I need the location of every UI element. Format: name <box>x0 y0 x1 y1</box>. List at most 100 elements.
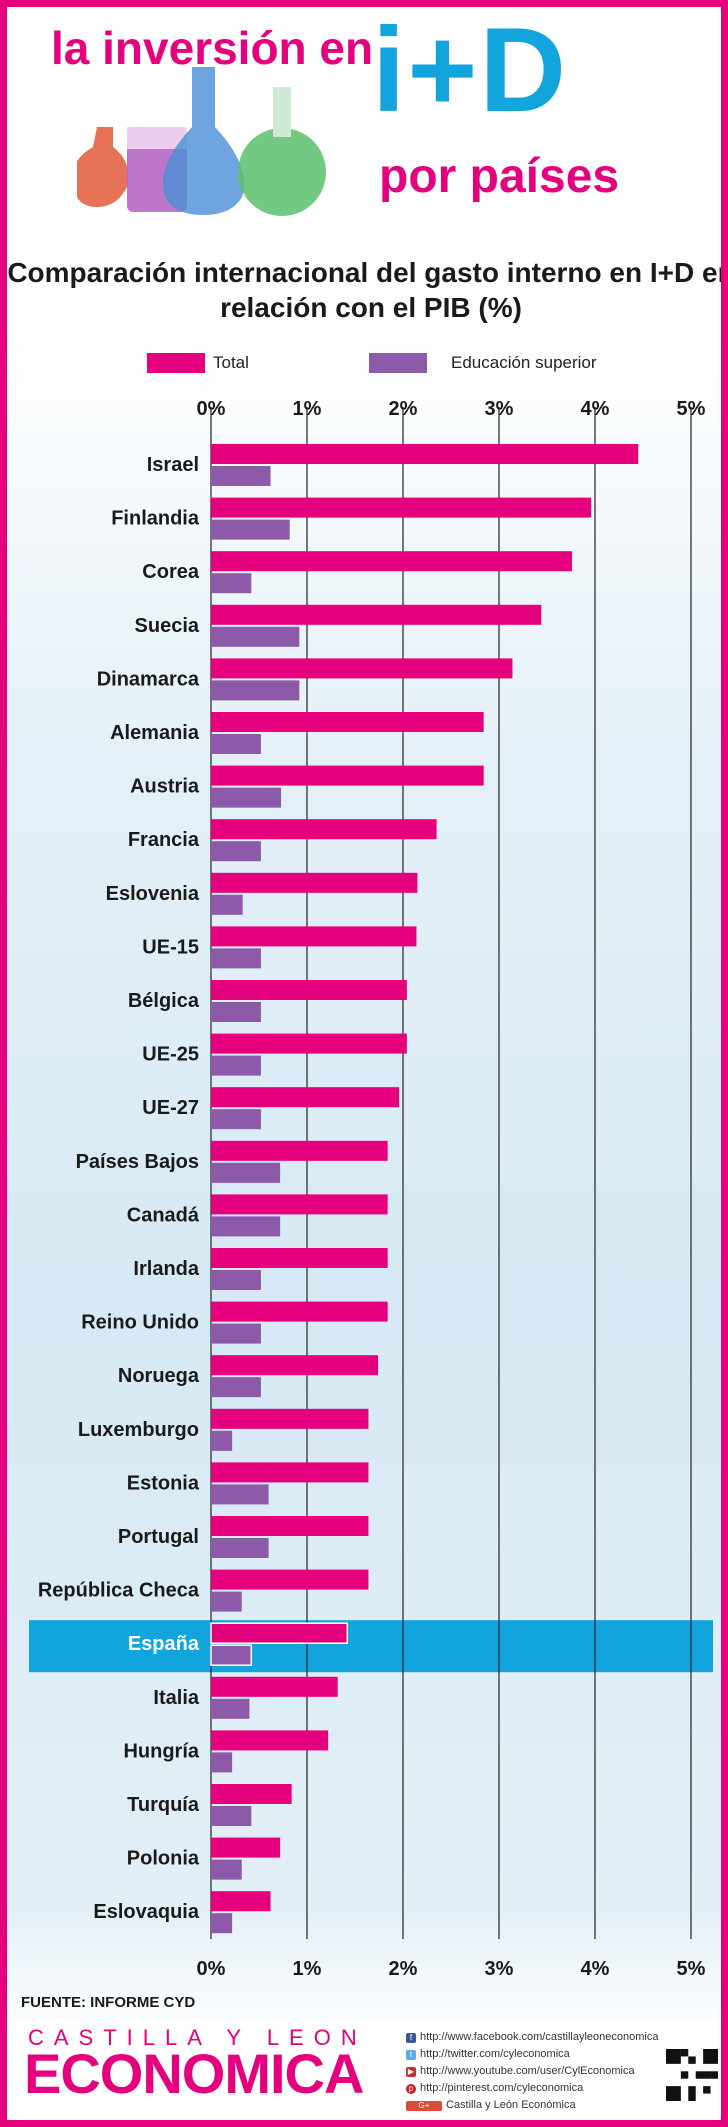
bar-total <box>211 1140 388 1161</box>
social-link-facebook[interactable]: f http://www.facebook.com/castillayleone… <box>406 2029 676 2046</box>
brand-logo: ECONOMICA <box>24 2042 364 2105</box>
x-tick-label-bottom: 3% <box>485 1958 514 1980</box>
category-label: Finlandia <box>111 508 200 530</box>
bar-higher-ed <box>211 1055 261 1076</box>
x-tick-label-bottom: 1% <box>293 1958 322 1980</box>
bar-higher-ed <box>211 573 252 594</box>
category-label: Israel <box>147 454 199 476</box>
bar-higher-ed <box>211 1162 281 1183</box>
bar-higher-ed <box>211 680 300 701</box>
x-tick-label-top: 1% <box>293 398 322 420</box>
chart-title: Comparación internacional del gasto inte… <box>7 257 728 323</box>
bar-higher-ed <box>211 1484 269 1505</box>
x-tick-label-top: 4% <box>581 398 610 420</box>
youtube-icon: ▶ <box>406 2066 416 2077</box>
highlight-band <box>29 1620 713 1673</box>
link-text: http://www.facebook.com/castillayleoneco… <box>420 2031 659 2043</box>
category-label: UE-25 <box>142 1044 199 1066</box>
bar-total <box>211 1516 369 1536</box>
category-label: Reino Unido <box>81 1312 199 1334</box>
bar-higher-ed <box>211 1216 281 1237</box>
qr-code-icon <box>666 2049 718 2101</box>
x-tick-label-bottom: 5% <box>677 1958 706 1980</box>
legend-item-total: Total <box>147 352 249 374</box>
category-label: Turquía <box>127 1794 200 1816</box>
category-label: Canadá <box>127 1204 200 1226</box>
bar-total <box>211 1087 400 1108</box>
bar-total <box>211 1891 271 1912</box>
category-label: Países Bajos <box>76 1151 199 1173</box>
category-label: Hungría <box>123 1740 199 1762</box>
category-label: UE-15 <box>142 936 199 958</box>
category-label: Suecia <box>135 615 200 637</box>
bar-total <box>211 1248 388 1268</box>
bar-total <box>211 497 592 518</box>
category-label: República Checa <box>38 1580 200 1602</box>
google-plus-icon: G+ <box>406 2100 442 2111</box>
legend-swatch-total <box>147 353 205 373</box>
bar-total <box>211 765 484 786</box>
link-text: http://www.youtube.com/user/CylEconomica <box>420 2065 635 2077</box>
x-tick-label-bottom: 0% <box>197 1958 226 1980</box>
category-label: Eslovaquia <box>93 1901 199 1923</box>
twitter-icon: t <box>406 2049 416 2060</box>
category-label: Estonia <box>127 1472 200 1494</box>
bar-higher-ed <box>211 787 282 808</box>
bar-higher-ed <box>211 1377 261 1398</box>
category-label: Luxemburgo <box>78 1419 199 1441</box>
bar-higher-ed <box>211 1270 261 1290</box>
category-label: Eslovenia <box>106 883 200 905</box>
bar-total <box>211 1569 369 1590</box>
bar-higher-ed <box>211 1752 233 1773</box>
bar-total <box>211 819 437 840</box>
category-label: España <box>128 1633 200 1655</box>
bar-total <box>211 658 513 679</box>
bar-higher-ed <box>211 1109 261 1130</box>
bar-higher-ed <box>211 734 261 754</box>
x-tick-label-top: 2% <box>389 398 418 420</box>
bar-total <box>211 1033 407 1054</box>
facebook-icon: f <box>406 2032 416 2043</box>
category-label: UE-27 <box>142 1097 199 1119</box>
bar-total <box>211 872 418 893</box>
x-tick-label-bottom: 2% <box>389 1958 418 1980</box>
social-link-youtube[interactable]: ▶ http://www.youtube.com/user/CylEconomi… <box>406 2063 676 2080</box>
bar-higher-ed <box>211 1698 250 1719</box>
legend-label-higher-ed: Educación superior <box>451 353 597 372</box>
social-links: f http://www.facebook.com/castillayleone… <box>406 2029 676 2114</box>
bar-total <box>211 604 542 625</box>
x-tick-label-top: 3% <box>485 398 514 420</box>
bar-higher-ed <box>211 1913 233 1934</box>
social-link-twitter[interactable]: t http://twitter.com/cyleconomica <box>406 2046 676 2063</box>
category-label: Bélgica <box>128 990 200 1012</box>
bar-higher-ed <box>211 1859 242 1880</box>
category-label: Corea <box>142 561 200 583</box>
category-label: Irlanda <box>133 1258 199 1280</box>
category-label: Portugal <box>118 1526 199 1548</box>
legend-item-higher-ed: Educación superior <box>369 352 597 374</box>
source-note: FUENTE: INFORME CYD <box>21 1994 196 2011</box>
bar-higher-ed <box>211 1323 261 1344</box>
header-line-3: por países <box>379 150 620 203</box>
bar-higher-ed <box>211 1591 242 1612</box>
bar-higher-ed <box>211 894 243 915</box>
bar-total <box>211 1784 292 1804</box>
legend-swatch-higher-ed <box>369 353 427 373</box>
social-link-pinterest[interactable]: p http://pinterest.com/cyleconomica <box>406 2080 676 2097</box>
bar-higher-ed <box>211 1430 233 1451</box>
brand-top: CASTILLA Y LEON <box>28 2025 367 2050</box>
bar-higher-ed <box>211 1002 261 1022</box>
social-link-google-plus[interactable]: G+ Castilla y León Económica <box>406 2097 676 2114</box>
bar-total <box>211 980 407 1000</box>
bar-total <box>211 551 572 572</box>
bar-higher-ed <box>211 948 261 969</box>
bar-higher-ed <box>211 466 271 486</box>
bar-total <box>211 1408 369 1429</box>
pinterest-icon: p <box>406 2083 416 2094</box>
bar-total <box>211 444 639 464</box>
category-label: Italia <box>153 1687 199 1709</box>
category-label: Francia <box>128 829 200 851</box>
x-tick-label-bottom: 4% <box>581 1958 610 1980</box>
bar-total <box>211 712 484 732</box>
